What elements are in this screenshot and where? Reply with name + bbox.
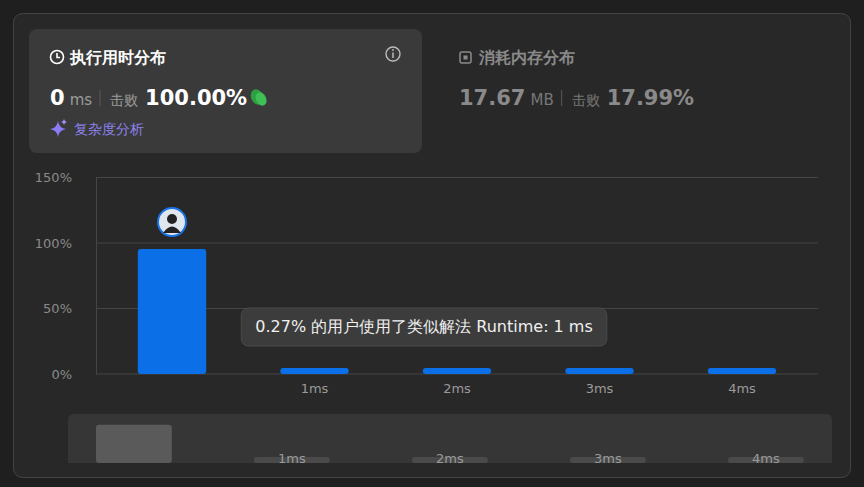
y-tick: 0%: [51, 367, 96, 382]
grid-line: [96, 177, 818, 178]
runtime-title: 执行用时分布: [69, 48, 166, 67]
bar[interactable]: [138, 249, 206, 374]
x-tick: 3ms: [586, 381, 614, 396]
memory-beats: 17.99%: [607, 86, 694, 110]
grid: [96, 178, 818, 375]
user-avatar: [158, 208, 186, 236]
bars: [138, 249, 776, 374]
overview-label: 2ms: [436, 451, 464, 466]
x-tick-label: 1ms: [301, 381, 329, 396]
x-axis: 1ms 2ms 3ms 4ms: [301, 381, 756, 396]
overview-label: 1ms: [278, 451, 306, 466]
y-tick-label: 150%: [35, 170, 72, 185]
y-tick-label: 100%: [35, 236, 72, 251]
overview-label: 3ms: [594, 451, 622, 466]
grid-line: [96, 243, 818, 244]
sparkle-icon: [50, 119, 67, 137]
runtime-beats: 100.00%: [145, 86, 247, 110]
bar[interactable]: [708, 368, 776, 374]
memory-title: 消耗内存分布: [478, 48, 575, 67]
runtime-value: 0: [50, 86, 65, 110]
y-tick: 50%: [43, 301, 96, 316]
y-axis-line: [96, 178, 97, 375]
x-tick: 1ms: [301, 381, 329, 396]
canvas: 执行用时分布0 ms 击败 100.00%复杂度分析 消耗内存分布 17.67 MB 击败 17…: [0, 0, 864, 487]
x-tick: 4ms: [728, 381, 756, 396]
tooltip-text: 0.27% 的用户使用了类似解法 Runtime: 1 ms: [255, 317, 593, 336]
divider: [561, 90, 562, 106]
bar[interactable]: [565, 368, 633, 374]
panel: [14, 14, 851, 478]
complexity-link[interactable]: 复杂度分析: [74, 121, 144, 137]
runtime-unit: ms: [70, 91, 93, 109]
memory-beats-label: 击败: [572, 92, 600, 108]
clock-icon: [51, 51, 64, 64]
y-axis: 0% 50% 100% 150%: [35, 170, 97, 382]
overview-bar: [96, 425, 172, 463]
runtime-beats-label: 击败: [110, 92, 138, 108]
tooltip-box: [241, 308, 607, 346]
clap-icon: [248, 87, 268, 107]
divider: [100, 90, 101, 106]
bar[interactable]: [280, 368, 348, 374]
x-tick-label: 2ms: [443, 381, 471, 396]
memory-value: 17.67: [459, 86, 525, 110]
y-tick: 150%: [35, 170, 96, 185]
memory-unit: MB: [530, 91, 553, 109]
x-tick-label: 3ms: [586, 381, 614, 396]
overview-label: 4ms: [752, 451, 780, 466]
y-tick-label: 0%: [51, 367, 72, 382]
info-icon: [386, 47, 400, 61]
runtime-card: [29, 29, 422, 153]
x-tick-label: 4ms: [728, 381, 756, 396]
y-tick: 100%: [35, 236, 96, 251]
x-tick: 2ms: [443, 381, 471, 396]
y-tick-label: 50%: [43, 301, 72, 316]
bar[interactable]: [423, 368, 491, 374]
tooltip: 0.27% 的用户使用了类似解法 Runtime: 1 ms: [241, 308, 607, 346]
chip-icon: [460, 52, 471, 63]
